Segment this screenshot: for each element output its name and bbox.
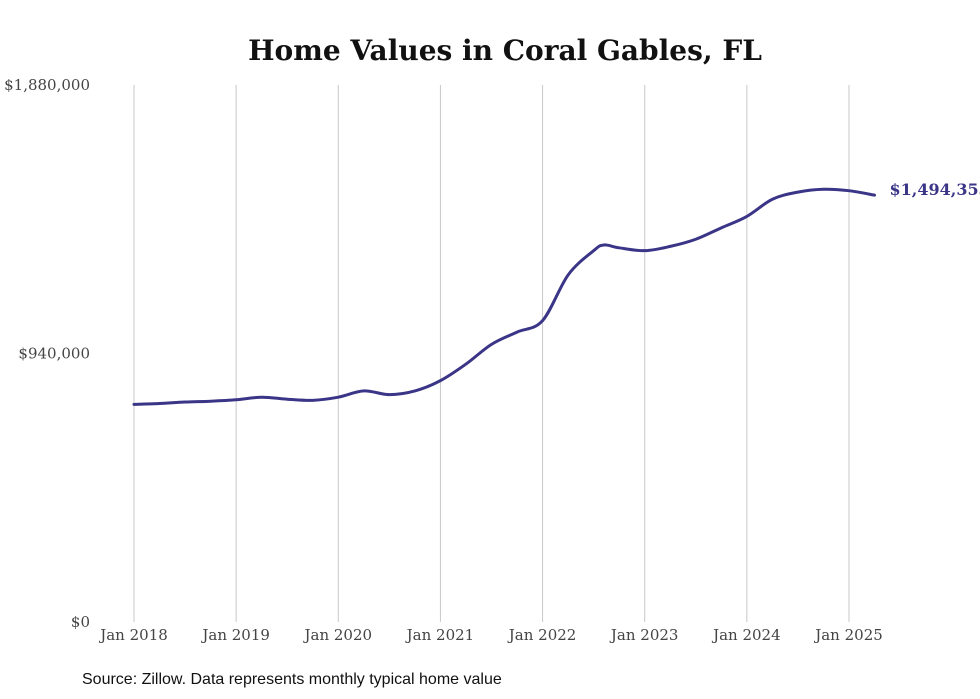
y-axis-ticks: $0 $940,000 $1,880,000 [4, 76, 90, 631]
y-tick-label-0: $0 [71, 613, 90, 631]
y-tick-label-1: $940,000 [18, 345, 90, 363]
series-line [132, 187, 877, 406]
x-tick-label-4: Jan 2022 [507, 626, 577, 644]
x-tick-label-7: Jan 2025 [813, 626, 883, 644]
end-value-label: $1,494,353 [890, 180, 980, 199]
grid [133, 85, 850, 622]
x-tick-label-6: Jan 2024 [711, 626, 781, 644]
x-tick-label-5: Jan 2023 [609, 626, 679, 644]
source-note: Source: Zillow. Data represents monthly … [82, 671, 502, 688]
y-tick-label-2: $1,880,000 [4, 76, 90, 94]
x-tick-label-1: Jan 2019 [200, 626, 270, 644]
x-tick-label-0: Jan 2018 [98, 626, 168, 644]
x-axis-ticks: Jan 2018 Jan 2019 Jan 2020 Jan 2021 Jan 2022… [98, 626, 883, 644]
chart-title: Home Values in Coral Gables, FL [248, 34, 762, 67]
x-tick-label-3: Jan 2021 [405, 626, 475, 644]
x-tick-label-2: Jan 2020 [303, 626, 373, 644]
